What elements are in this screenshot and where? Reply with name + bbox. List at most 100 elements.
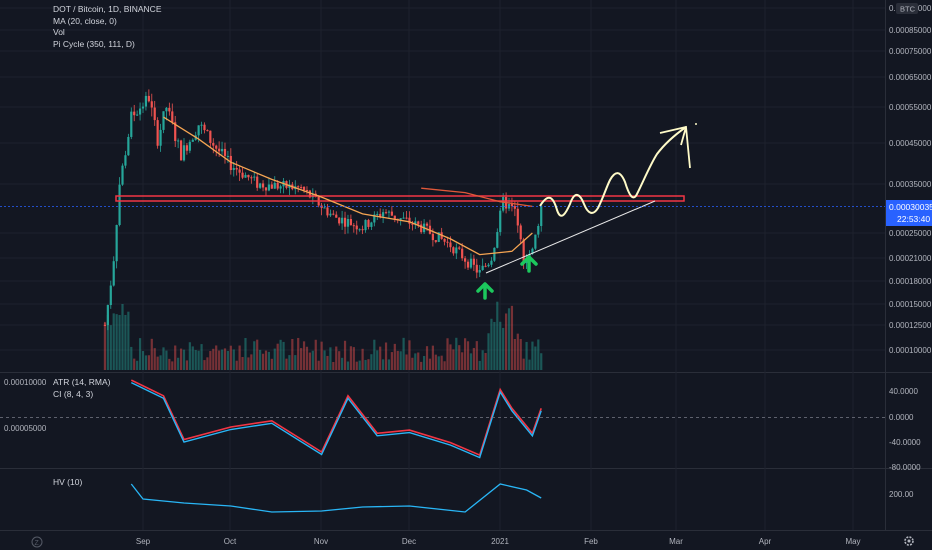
candle-body (273, 182, 276, 189)
price-tick-label: 0.00085000 (889, 26, 932, 35)
candle-body (452, 247, 455, 254)
candle-body (332, 213, 335, 215)
atr-legend-item[interactable]: ATR (14, RMA) (53, 377, 111, 387)
grid-lines (0, 0, 885, 530)
candle-body (379, 213, 382, 217)
ci-line (130, 381, 542, 459)
candle-body (346, 218, 350, 227)
vol-legend[interactable]: Vol (53, 27, 65, 37)
symbol-title[interactable]: DOT / Bitcoin, 1D, BINANCE (53, 4, 162, 14)
price-axis[interactable]: 0.000950000.000850000.000750000.00065000… (889, 4, 932, 355)
candle-body (417, 221, 420, 225)
volume-bar (487, 333, 490, 370)
main-legend[interactable]: DOT / Bitcoin, 1D, BINANCE MA (20, close… (53, 4, 161, 50)
ci-legend-item[interactable]: CI (8, 4, 3) (53, 388, 94, 399)
volume-bar (182, 349, 186, 370)
volume-bar (343, 340, 347, 370)
candle-body (405, 217, 408, 219)
ascending-trendline[interactable] (485, 200, 656, 274)
volume-bar (390, 352, 393, 370)
candle-body (411, 223, 414, 225)
volume-bar (507, 308, 511, 370)
candle-body (537, 226, 540, 235)
volume-bar (235, 360, 238, 370)
candle-body (259, 183, 262, 188)
volume-bar (346, 361, 350, 370)
candle-body (121, 165, 124, 185)
candle-body (496, 232, 499, 248)
volume-bar (188, 342, 191, 370)
candle-body (326, 207, 329, 216)
hv-legend-item[interactable]: HV (10) (53, 477, 83, 487)
candle-body (364, 219, 367, 231)
volume-bar (282, 341, 285, 370)
projection-arrowhead[interactable] (659, 125, 691, 169)
candle-body (153, 107, 156, 121)
price-tick-label: 0.00075000 (889, 47, 932, 56)
price-tick-label: 0.00012500 (889, 321, 932, 330)
candle-body (253, 176, 256, 178)
ma-line (163, 116, 533, 256)
candle-body (168, 107, 171, 112)
candle-body (300, 186, 303, 188)
candle-body (443, 238, 446, 242)
candle-body (390, 211, 393, 216)
volume-bar (109, 325, 112, 370)
candle-body (177, 140, 180, 142)
volume-bar (156, 356, 159, 370)
arrow-up-icon[interactable] (476, 282, 494, 300)
volume-bar (147, 355, 150, 370)
hv-right-axis[interactable]: 200.00 (889, 490, 914, 499)
candle-body (279, 186, 282, 189)
volume-bar (179, 348, 183, 370)
candle-body (112, 261, 115, 286)
price-tick-label: 0.00045000 (889, 139, 932, 148)
volume-bar (519, 339, 522, 370)
volume-bar (384, 342, 388, 370)
candle-body (220, 148, 224, 152)
volume-bar (259, 349, 262, 370)
volume-bar (361, 348, 364, 370)
price-candles[interactable] (103, 89, 543, 331)
atr-legend[interactable]: ATR (14, RMA) CI (8, 4, 3) (53, 377, 110, 400)
candle-body (136, 114, 139, 116)
volume-bar (223, 348, 227, 370)
volume-bar (490, 318, 493, 370)
currency-badge-label: BTC (900, 5, 916, 14)
candle-body (455, 247, 458, 254)
volume-bar (370, 354, 373, 370)
volume-bar (261, 353, 265, 370)
volume-bar (229, 345, 232, 370)
volume-bar (513, 338, 516, 370)
candle-body (338, 217, 341, 224)
svg-text:Z: Z (35, 540, 40, 547)
ma-legend[interactable]: MA (20, close, 0) (53, 15, 117, 26)
volume-bar (504, 313, 508, 370)
candle-body (534, 234, 537, 249)
volume-bar (516, 333, 519, 370)
settings-gear-icon[interactable] (904, 536, 914, 546)
candle-body (162, 111, 165, 130)
volume-bar (115, 314, 118, 370)
volume-bar (367, 359, 370, 370)
time-axis[interactable]: Sep Oct Nov Dec 2021 Feb Mar Apr May (136, 537, 861, 546)
picycle-legend[interactable]: Pi Cycle (350, 111, D) (53, 38, 135, 49)
candle-body (431, 233, 434, 241)
candle-body (399, 218, 402, 220)
volume-bar (493, 321, 496, 370)
candle-body (203, 124, 206, 131)
projection-drawing[interactable] (539, 126, 687, 217)
tv-logo-icon[interactable]: Z (31, 536, 43, 548)
volume-bar (297, 337, 300, 370)
candle-body (191, 139, 194, 142)
volume-bar (496, 301, 499, 370)
volume-bar (273, 348, 276, 370)
arrow-up-icon[interactable] (520, 255, 538, 273)
volume-bar (326, 355, 329, 370)
atr-right-axis[interactable]: 40.0000 0.0000 -40.0000 -80.0000 (889, 387, 921, 472)
resistance-zone[interactable] (115, 195, 685, 202)
candle-body (144, 95, 148, 107)
hv-legend[interactable]: HV (10) (53, 477, 82, 489)
currency-badge[interactable] (896, 3, 918, 14)
